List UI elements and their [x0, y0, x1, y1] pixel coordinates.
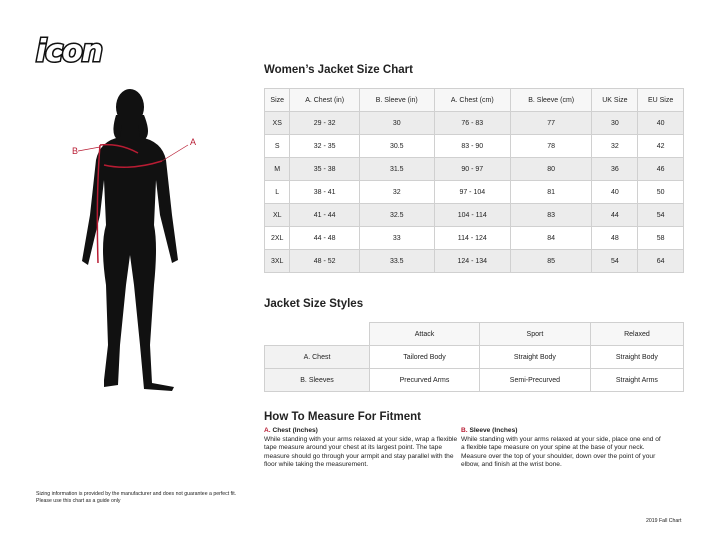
table-row: 3XL 48 - 52 33.5 124 - 134 85 54 64	[263, 249, 684, 273]
measure-title: How To Measure For Fitment	[264, 411, 421, 423]
table-cell: 97 - 104	[433, 180, 511, 204]
table-cell: 64	[637, 249, 684, 273]
table-cell: 104 - 114	[433, 203, 511, 227]
table-cell: 48	[591, 226, 639, 250]
table-cell: 90 - 97	[433, 157, 511, 181]
table-cell: Straight Arms	[589, 368, 685, 392]
table-cell: XS	[263, 111, 291, 135]
column-header: EU Size	[637, 88, 684, 112]
table-cell: 124 - 134	[433, 249, 511, 273]
table-cell: 114 - 124	[433, 226, 511, 250]
disclaimer: Sizing information is provided by the ma…	[36, 491, 237, 504]
table-cell: 50	[637, 180, 684, 204]
table-cell: 76 - 83	[433, 111, 511, 135]
edition-label: 2019 Fall Chart	[646, 518, 682, 524]
table-cell: 41 - 44	[289, 203, 360, 227]
table-cell: 44	[591, 203, 639, 227]
table-cell: 58	[637, 226, 684, 250]
column-header: B. Sleeve (in)	[358, 88, 435, 112]
table-cell: 85	[509, 249, 593, 273]
table-cell: 84	[509, 226, 593, 250]
table-cell: 2XL	[263, 226, 291, 250]
table-cell: Precurved Arms	[369, 368, 480, 392]
table-cell: 54	[591, 249, 639, 273]
table-cell: 54	[637, 203, 684, 227]
table-cell: 83 - 90	[433, 134, 511, 158]
table-cell: 35 - 38	[289, 157, 360, 181]
table-cell: M	[263, 157, 291, 181]
table-row: L 38 - 41 32 97 - 104 81 40 50	[263, 180, 684, 204]
size-chart-title: Women’s Jacket Size Chart	[264, 64, 413, 76]
table-cell: 30	[358, 111, 435, 135]
column-header: A. Chest (cm)	[433, 88, 511, 112]
table-cell: 81	[509, 180, 593, 204]
table-cell: 77	[509, 111, 593, 135]
table-cell: S	[263, 134, 291, 158]
table-cell: 36	[591, 157, 639, 181]
table-cell: 80	[509, 157, 593, 181]
table-cell: 32	[591, 134, 639, 158]
table-cell: 78	[509, 134, 593, 158]
table-cell: XL	[263, 203, 291, 227]
table-cell: 29 - 32	[289, 111, 360, 135]
table-cell: L	[263, 180, 291, 204]
table-row: S 32 - 35 30.5 83 - 90 78 32 42	[263, 134, 684, 158]
table-cell: 3XL	[263, 249, 291, 273]
table-row: XS 29 - 32 30 76 - 83 77 30 40	[263, 111, 684, 135]
icon-logo: icon	[34, 33, 104, 71]
column-header: Size	[263, 88, 291, 112]
label-a: A	[190, 137, 196, 147]
table-row: A. Chest Tailored Body Straight Body Straig…	[264, 345, 685, 369]
table-cell: 42	[637, 134, 684, 158]
table-row: B. Sleeves Precurved Arms Semi-Precurved St…	[264, 368, 685, 392]
label-b: B	[72, 146, 78, 156]
table-row: XL 41 - 44 32.5 104 - 114 83 44 54	[263, 203, 684, 227]
table-cell: 30.5	[358, 134, 435, 158]
table-cell: Semi-Precurved	[478, 368, 591, 392]
table-cell: 38 - 41	[289, 180, 360, 204]
female-figure-illustration: A B	[72, 89, 196, 391]
table-cell: 46	[637, 157, 684, 181]
table-cell: 31.5	[358, 157, 435, 181]
sleeve-instructions: B. Sleeve (Inches) While standing with y…	[461, 427, 661, 469]
column-header: A. Chest (in)	[289, 88, 360, 112]
table-cell: 30	[591, 111, 639, 135]
styles-title: Jacket Size Styles	[264, 298, 364, 310]
table-cell: 40	[591, 180, 639, 204]
chest-instructions: A. Chest (Inches) While standing with yo…	[264, 427, 458, 469]
table-cell: 33.5	[358, 249, 435, 273]
column-header: Relaxed	[589, 322, 685, 346]
column-header: Sport	[478, 322, 591, 346]
size-chart-table: Size A. Chest (in) B. Sleeve (in) A. Chest …	[263, 88, 684, 273]
table-cell: 32 - 35	[289, 134, 360, 158]
table-cell: 83	[509, 203, 593, 227]
table-cell: Straight Body	[478, 345, 591, 369]
column-header: UK Size	[591, 88, 639, 112]
column-header: Attack	[369, 322, 480, 346]
column-header: B. Sleeve (cm)	[509, 88, 593, 112]
table-cell: 32.5	[358, 203, 435, 227]
table-row: 2XL 44 - 48 33 114 - 124 84 48 58	[263, 226, 684, 250]
table-cell: 32	[358, 180, 435, 204]
table-cell: 48 - 52	[289, 249, 360, 273]
table-cell: A. Chest	[264, 345, 370, 369]
table-cell: 44 - 48	[289, 226, 360, 250]
table-cell: B. Sleeves	[264, 368, 370, 392]
table-cell: 33	[358, 226, 435, 250]
empty-cell	[265, 323, 370, 346]
table-row: M 35 - 38 31.5 90 - 97 80 36 46	[263, 157, 684, 181]
table-cell: Tailored Body	[369, 345, 480, 369]
styles-table: Attack Sport Relaxed A. Chest Tailored Body S…	[264, 322, 685, 392]
table-cell: 40	[637, 111, 684, 135]
table-cell: Straight Body	[589, 345, 685, 369]
